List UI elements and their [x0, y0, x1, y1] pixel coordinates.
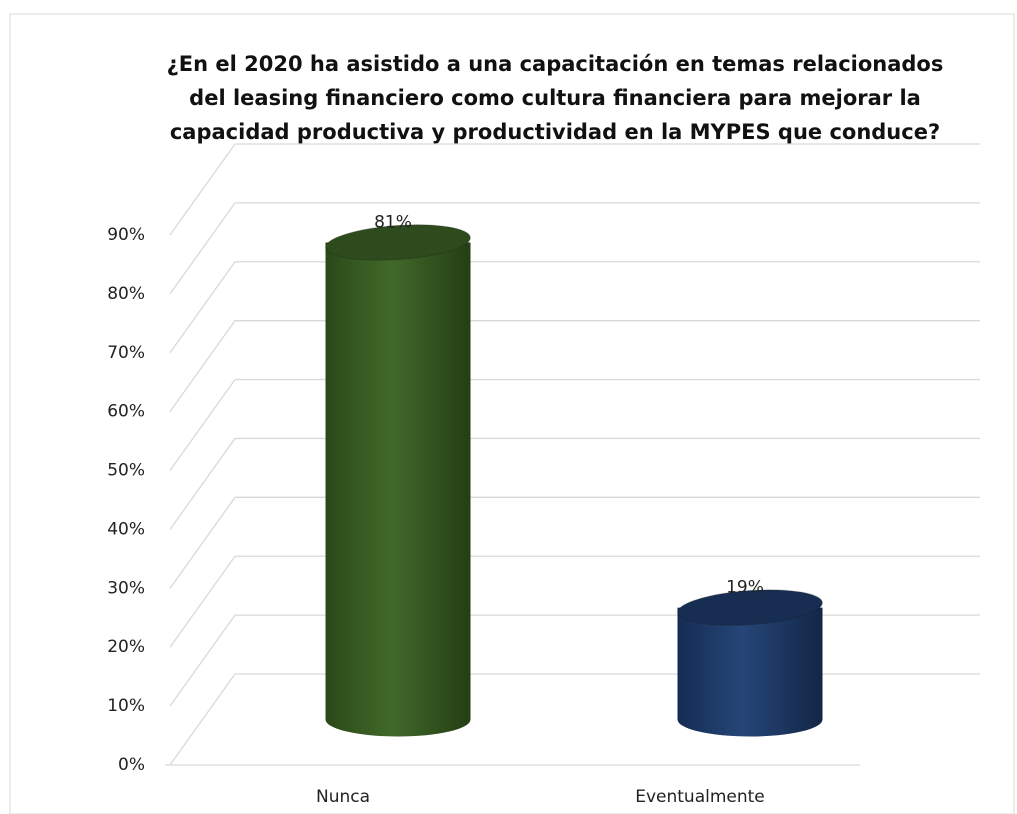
- y-tick-label: 30%: [107, 578, 145, 598]
- bar-top: [325, 224, 471, 261]
- y-tick-label: 90%: [107, 225, 145, 245]
- y-tick-label: 80%: [107, 284, 145, 304]
- y-tick-label: 60%: [107, 402, 145, 422]
- chart-border: [9, 13, 1015, 814]
- bar: [677, 607, 823, 737]
- grid-line: [169, 673, 980, 766]
- y-tick-label: 0%: [118, 755, 145, 775]
- x-tick-label: Eventualmente: [635, 787, 765, 807]
- grid-line: [169, 378, 980, 471]
- grid-line: [169, 437, 980, 530]
- chart-title: ¿En el 2020 ha asistido a una capacitaci…: [167, 52, 944, 144]
- y-tick-label: 50%: [107, 461, 145, 481]
- y-tick-label: 20%: [107, 637, 145, 657]
- y-tick-label: 10%: [107, 696, 145, 716]
- data-label: 19%: [726, 578, 764, 598]
- grid-line: [169, 555, 980, 648]
- bar-top: [677, 589, 823, 626]
- data-label: 81%: [374, 213, 412, 233]
- grid-line: [169, 614, 980, 707]
- grid-line: [169, 202, 980, 295]
- y-tick-label: 40%: [107, 519, 145, 539]
- grid-line: [169, 261, 980, 354]
- y-tick-label: 70%: [107, 343, 145, 363]
- x-tick-label: Nunca: [316, 787, 370, 807]
- grid-line: [169, 320, 980, 413]
- bar: [325, 242, 471, 737]
- grid-line: [169, 496, 980, 589]
- grid-line: [169, 143, 980, 236]
